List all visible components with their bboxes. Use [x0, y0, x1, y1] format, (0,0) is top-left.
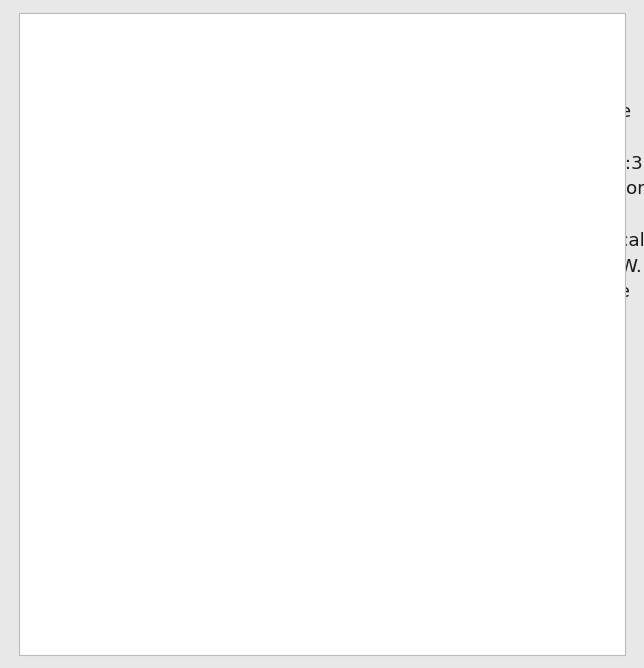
Text: 1:25: 1:25	[168, 496, 209, 514]
Text: Froude’s Scaling Law. Four wave energy generator scale
models were compared, bui: Froude’s Scaling Law. Four wave energy g…	[115, 104, 644, 353]
Circle shape	[127, 447, 149, 470]
Text: 1:5: 1:5	[168, 542, 198, 560]
Circle shape	[127, 395, 149, 418]
Circle shape	[133, 402, 142, 411]
Text: 1:30: 1:30	[168, 449, 209, 467]
Text: 1:15: 1:15	[168, 397, 209, 415]
Circle shape	[127, 540, 149, 562]
Circle shape	[127, 493, 149, 516]
Polygon shape	[223, 549, 238, 578]
